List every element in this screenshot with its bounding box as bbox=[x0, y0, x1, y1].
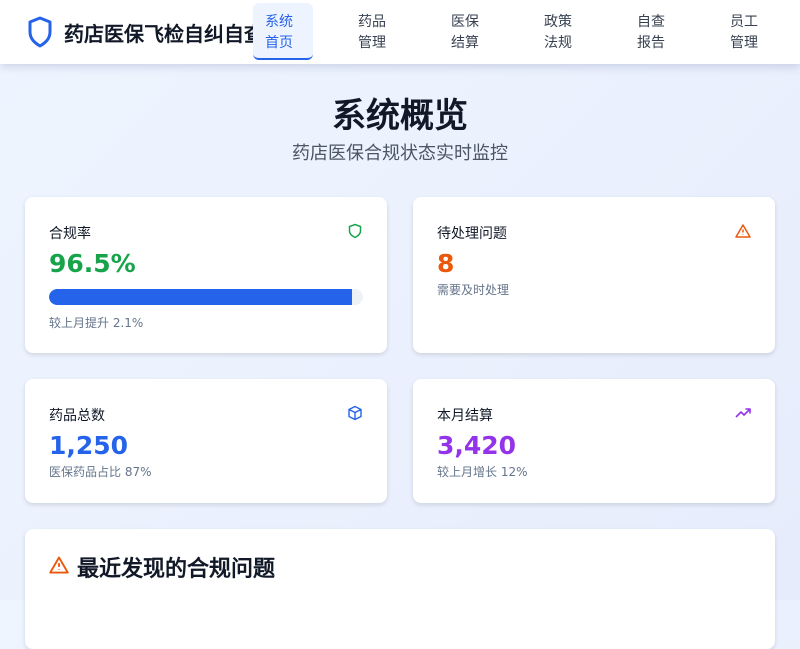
compliance-progress-bar bbox=[49, 289, 363, 305]
card-value: 96.5% bbox=[49, 249, 136, 278]
card-label: 合规率 bbox=[49, 226, 91, 242]
nav-label: 药品 bbox=[358, 14, 386, 30]
section-title: 最近发现的合规问题 bbox=[77, 557, 276, 582]
card-label: 药品总数 bbox=[49, 408, 105, 424]
nav-staff-management[interactable]: 员工 管理 bbox=[718, 3, 778, 60]
trending-up-icon bbox=[735, 408, 751, 418]
pending-issues-card: 待处理问题 8 需要及时处理 bbox=[413, 197, 775, 353]
drug-total-card: 药品总数 1,250 医保药品占比 87% bbox=[25, 379, 387, 503]
warning-icon bbox=[735, 224, 751, 238]
nav-label: 结算 bbox=[451, 35, 479, 51]
nav-label: 自查 bbox=[637, 14, 665, 30]
main-nav: 系统首页 药品管理 医保结算 政策法规 自查报告 员工管理 bbox=[253, 3, 778, 60]
nav-drug-management[interactable]: 药品 管理 bbox=[346, 3, 406, 60]
nav-policy[interactable]: 政策 法规 bbox=[532, 3, 592, 60]
nav-self-check-report[interactable]: 自查 报告 bbox=[625, 3, 685, 60]
compliance-rate-card: 合规率 96.5% 较上月提升 2.1% bbox=[25, 197, 387, 353]
nav-label: 系统 bbox=[265, 14, 293, 30]
card-note: 较上月提升 2.1% bbox=[49, 316, 144, 330]
card-label: 本月结算 bbox=[437, 408, 493, 424]
nav-system-home[interactable]: 系统 首页 bbox=[253, 3, 313, 60]
nav-label: 政策 bbox=[544, 14, 572, 30]
recent-issues-panel: 最近发现的合规问题 bbox=[25, 529, 775, 649]
monthly-settlement-card: 本月结算 3,420 较上月增长 12% bbox=[413, 379, 775, 503]
nav-label: 管理 bbox=[730, 35, 758, 51]
nav-label: 报告 bbox=[637, 35, 665, 51]
shield-icon bbox=[348, 223, 362, 239]
card-note: 较上月增长 12% bbox=[437, 465, 528, 479]
nav-label: 管理 bbox=[358, 35, 386, 51]
card-value: 3,420 bbox=[437, 431, 517, 460]
card-value: 8 bbox=[437, 249, 455, 278]
box-icon bbox=[348, 405, 362, 421]
nav-label: 员工 bbox=[730, 14, 758, 30]
nav-insurance-settlement[interactable]: 医保 结算 bbox=[439, 3, 499, 60]
nav-label: 医保 bbox=[451, 14, 479, 30]
page-subtitle: 药店医保合规状态实时监控 bbox=[292, 143, 508, 164]
page-title: 系统概览 bbox=[332, 96, 468, 136]
progress-fill bbox=[49, 289, 352, 305]
nav-label: 首页 bbox=[265, 35, 293, 51]
warning-icon bbox=[49, 556, 69, 574]
card-label: 待处理问题 bbox=[437, 226, 507, 242]
card-value: 1,250 bbox=[49, 431, 129, 460]
nav-label: 法规 bbox=[544, 35, 572, 51]
card-note: 需要及时处理 bbox=[437, 283, 510, 297]
shield-logo-icon bbox=[28, 16, 52, 48]
card-note: 医保药品占比 87% bbox=[49, 465, 152, 479]
